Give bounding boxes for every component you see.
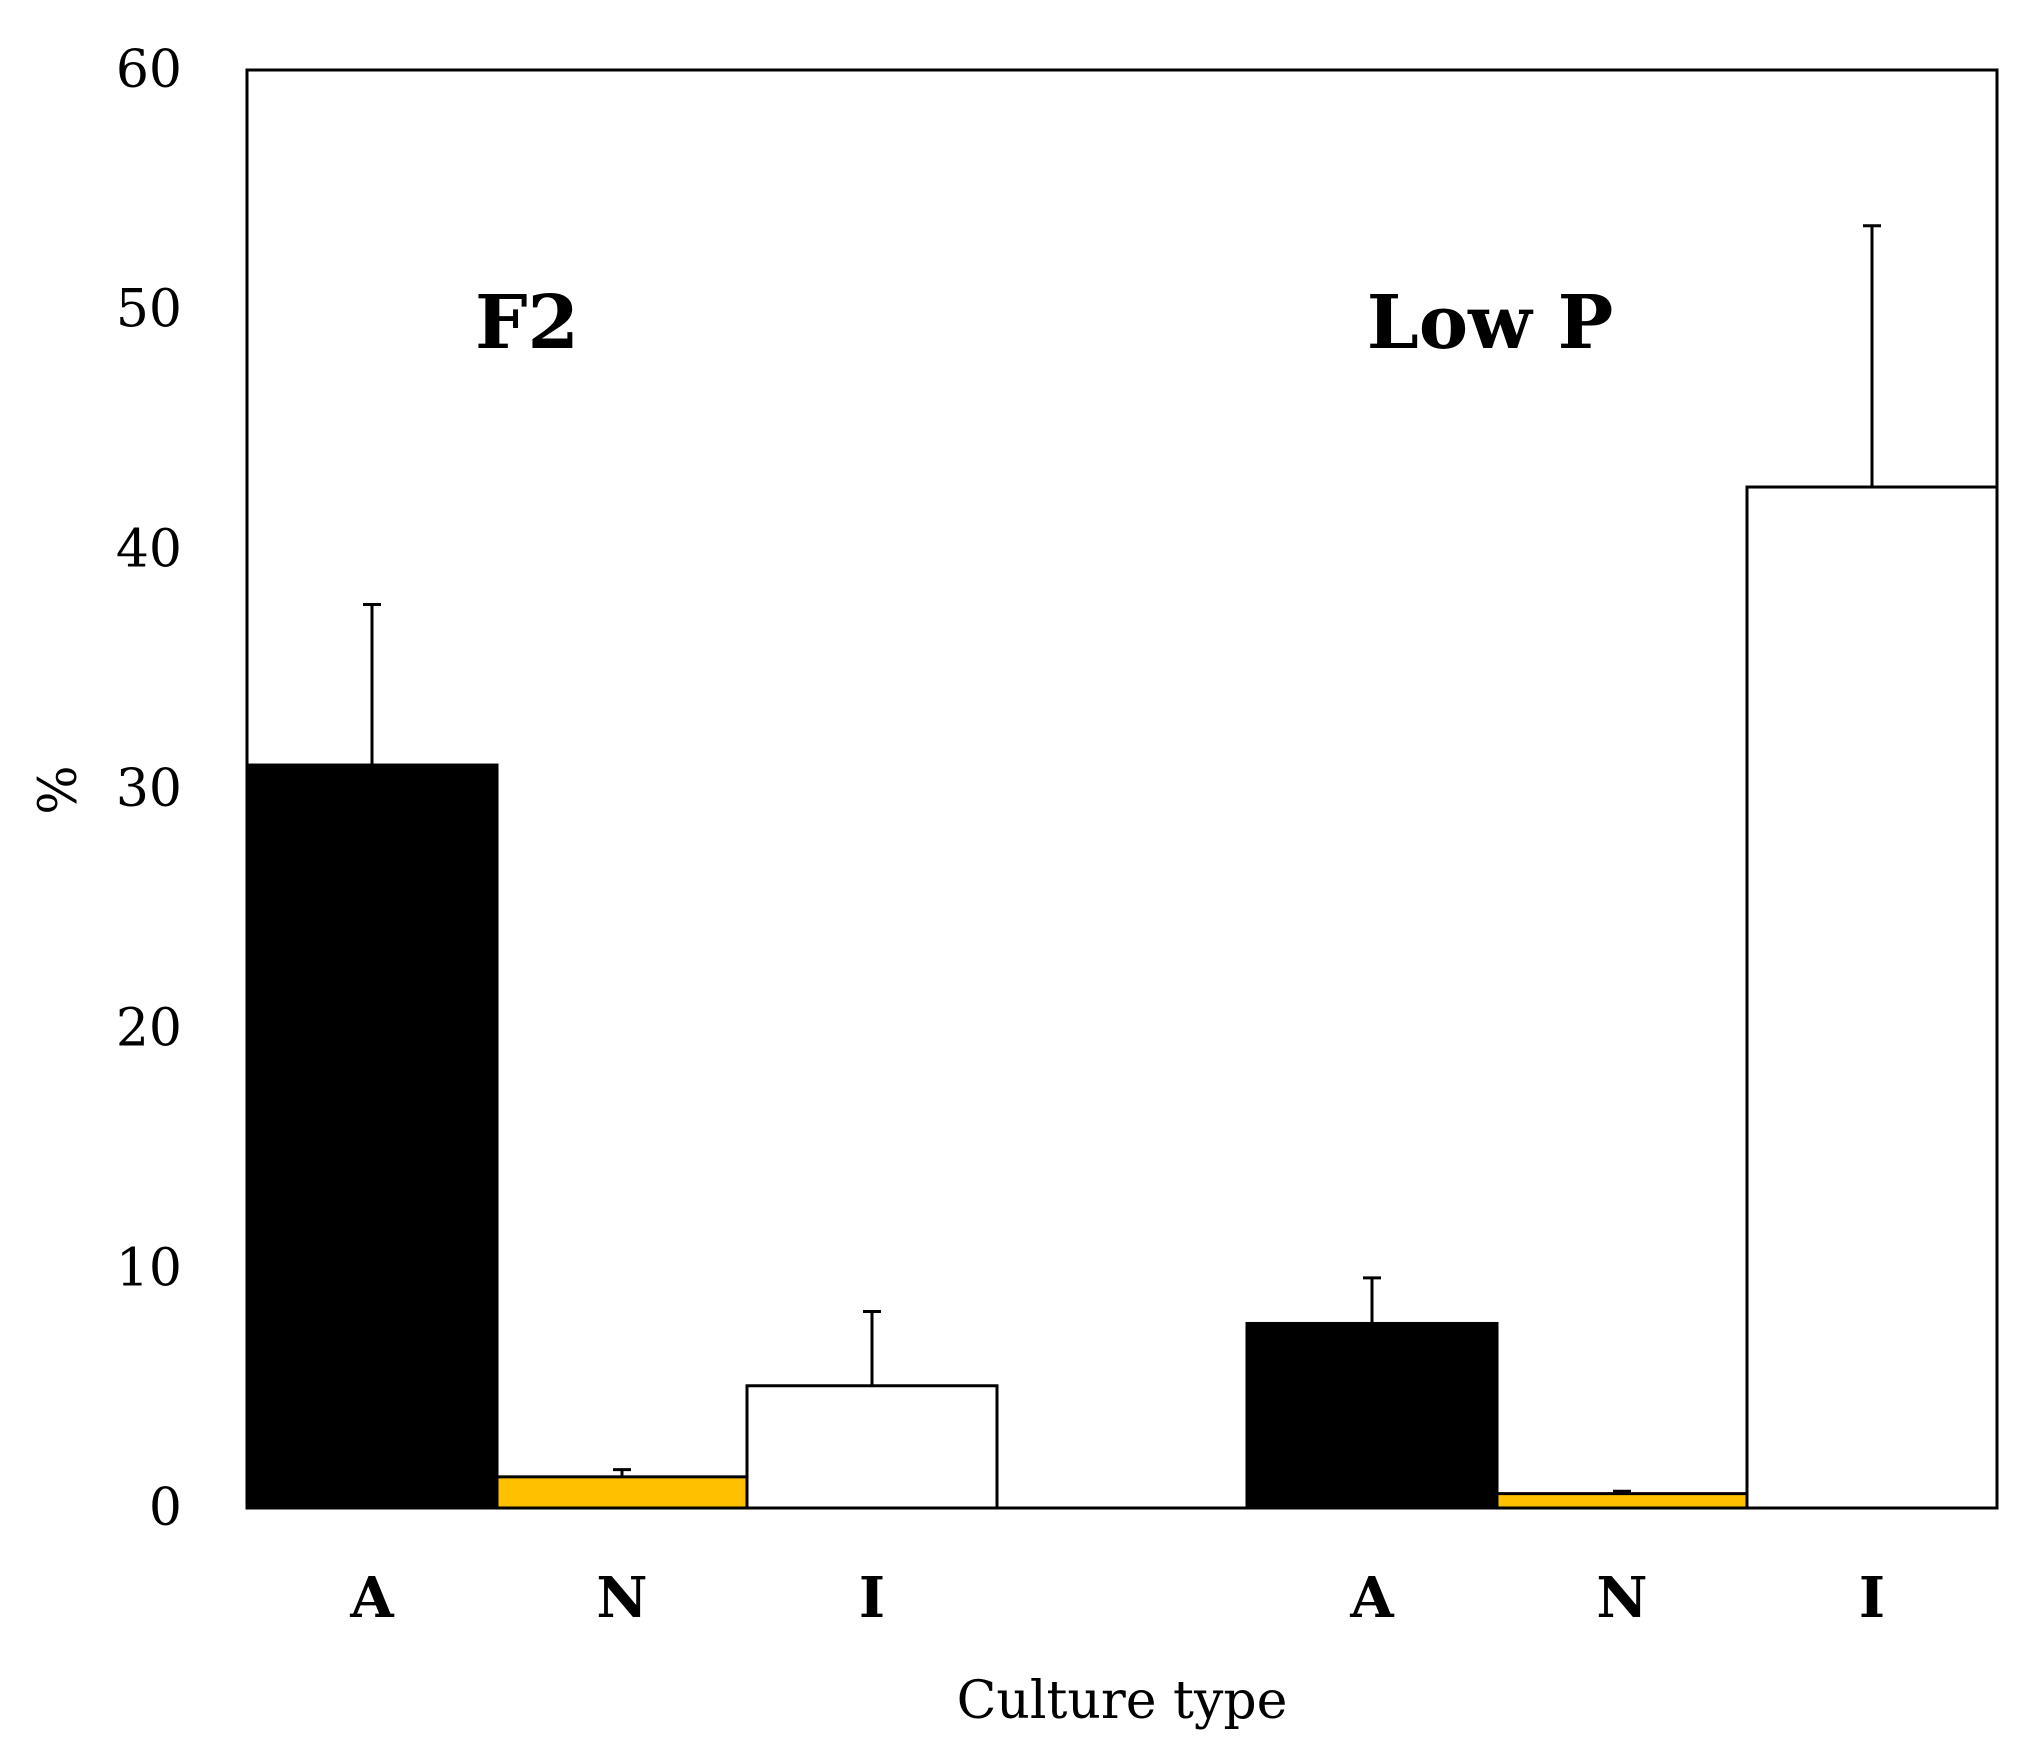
category-label: N: [596, 1565, 647, 1631]
bar: [495, 1475, 749, 1510]
category-label: A: [1349, 1565, 1395, 1631]
category-label: I: [859, 1565, 885, 1631]
category-label: N: [1596, 1565, 1647, 1631]
y-tick-labels: 0 10 20 30 40 50 60: [116, 40, 182, 1538]
category-label: A: [349, 1565, 395, 1631]
bar: [245, 763, 499, 1510]
bar: [1495, 1492, 1749, 1510]
error-bars-layer: [363, 224, 1881, 1494]
y-tick-label: 20: [116, 999, 182, 1059]
x-axis-title: Culture type: [957, 1671, 1288, 1731]
category-label: I: [1859, 1565, 1885, 1631]
y-axis-title: %: [29, 765, 89, 814]
group-label: Low P: [1367, 280, 1614, 366]
y-tick-label: 40: [116, 519, 182, 579]
y-tick-label: 30: [116, 759, 182, 819]
bars-layer: [245, 485, 1999, 1510]
y-tick-label: 60: [116, 40, 182, 100]
y-tick-label: 10: [116, 1238, 182, 1298]
group-label: F2: [475, 280, 579, 366]
bar: [745, 1384, 999, 1510]
bar: [1745, 485, 1999, 1510]
bar: [1245, 1321, 1499, 1510]
y-tick-label: 50: [116, 280, 182, 340]
plot-frame: [245, 68, 1999, 1510]
group-labels: F2 Low P: [475, 280, 1613, 366]
y-tick-label: 0: [149, 1478, 182, 1538]
